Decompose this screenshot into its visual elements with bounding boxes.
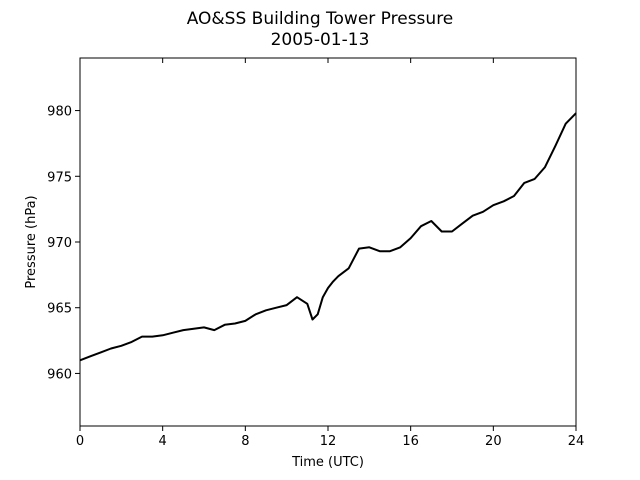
y-tick-label: 975: [47, 170, 72, 185]
x-tick-label: 20: [485, 434, 502, 449]
x-tick-label: 24: [568, 434, 585, 449]
y-tick-label: 960: [47, 367, 72, 382]
x-tick-label: 0: [76, 434, 84, 449]
x-axis: 0 4 8 12 16 20 24: [76, 58, 584, 449]
y-axis: 960 965 970 975 980: [47, 105, 80, 382]
y-tick-label: 980: [47, 105, 72, 120]
y-tick-label: 965: [47, 302, 72, 317]
chart-subtitle: 2005-01-13: [271, 30, 370, 50]
y-axis-label: Pressure (hPa): [24, 195, 39, 288]
x-tick-label: 12: [320, 434, 337, 449]
y-tick-label: 970: [47, 236, 72, 251]
chart-title: AO&SS Building Tower Pressure: [187, 9, 454, 29]
x-tick-label: 8: [241, 434, 249, 449]
x-axis-label: Time (UTC): [291, 455, 364, 470]
pressure-series-line: [79, 112, 577, 362]
x-tick-label: 16: [402, 434, 419, 449]
plot-frame: [79, 57, 577, 427]
x-tick-label: 4: [159, 434, 167, 449]
